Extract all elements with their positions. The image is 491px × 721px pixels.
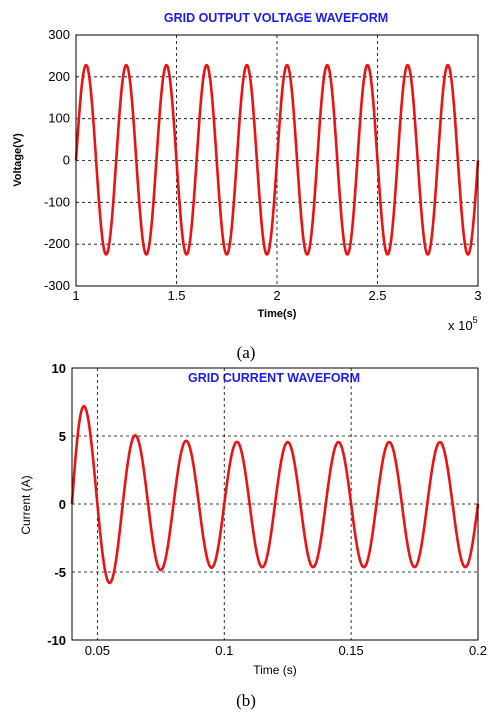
voltage-ytick-label: -300 — [44, 278, 70, 293]
voltage-ytick-label: 100 — [48, 111, 70, 126]
current-xtick-label: 0.1 — [215, 643, 233, 658]
current-xtick-label: 0.05 — [85, 643, 110, 658]
voltage-x-multiplier: x 105 — [448, 315, 478, 333]
current-ytick-label: -5 — [54, 565, 66, 580]
current-plot-frame — [71, 367, 479, 641]
current-x-ticks: 0.05 0.1 0.15 0.2 — [85, 643, 487, 658]
voltage-x-axis-label: Time(s) — [258, 308, 297, 320]
current-chart-title: GRID CURRENT WAVEFORM — [188, 371, 360, 385]
voltage-trace — [74, 63, 480, 256]
x-multiplier-base: x 10 — [448, 318, 473, 333]
voltage-ytick-label: 300 — [48, 27, 70, 42]
current-y-axis-label: Current (A) — [19, 475, 33, 534]
voltage-xtick-label: 1 — [72, 288, 79, 303]
current-xtick-label: 0.2 — [469, 643, 487, 658]
current-xtick-label: 0.15 — [338, 643, 363, 658]
voltage-x-ticks: 1 1.5 2 2.5 3 — [72, 288, 481, 303]
current-ytick-label: -10 — [47, 633, 66, 648]
current-trace — [70, 404, 480, 585]
current-gridlines — [72, 368, 478, 640]
voltage-ytick-label: 0 — [63, 153, 70, 168]
voltage-y-ticks: 300 200 100 0 -100 -200 -300 — [44, 27, 70, 293]
voltage-ytick-label: 200 — [48, 69, 70, 84]
chart-voltage: GRID OUTPUT VOLTAGE WAVEFORM 300 200 100… — [12, 11, 482, 362]
current-ytick-label: 5 — [59, 429, 66, 444]
voltage-xtick-label: 2 — [273, 288, 280, 303]
chart-current: GRID CURRENT WAVEFORM 10 5 0 -5 -10 0.05… — [19, 361, 487, 710]
voltage-chart-title: GRID OUTPUT VOLTAGE WAVEFORM — [164, 11, 388, 25]
voltage-ytick-label: -100 — [44, 194, 70, 209]
current-ytick-label: 0 — [59, 497, 66, 512]
current-x-axis-label: Time (s) — [253, 663, 297, 677]
current-y-ticks: 10 5 0 -5 -10 — [47, 361, 66, 648]
current-ytick-label: 10 — [52, 361, 66, 376]
voltage-plot-frame — [75, 34, 479, 287]
voltage-xtick-label: 3 — [474, 288, 481, 303]
voltage-ytick-label: -200 — [44, 236, 70, 251]
voltage-y-axis-label: Voltage(V) — [12, 133, 24, 187]
caption-a: (a) — [237, 343, 256, 362]
caption-b: (b) — [236, 691, 256, 710]
x-multiplier-exponent: 5 — [473, 315, 478, 325]
voltage-xtick-label: 2.5 — [368, 288, 386, 303]
voltage-xtick-label: 1.5 — [167, 288, 185, 303]
